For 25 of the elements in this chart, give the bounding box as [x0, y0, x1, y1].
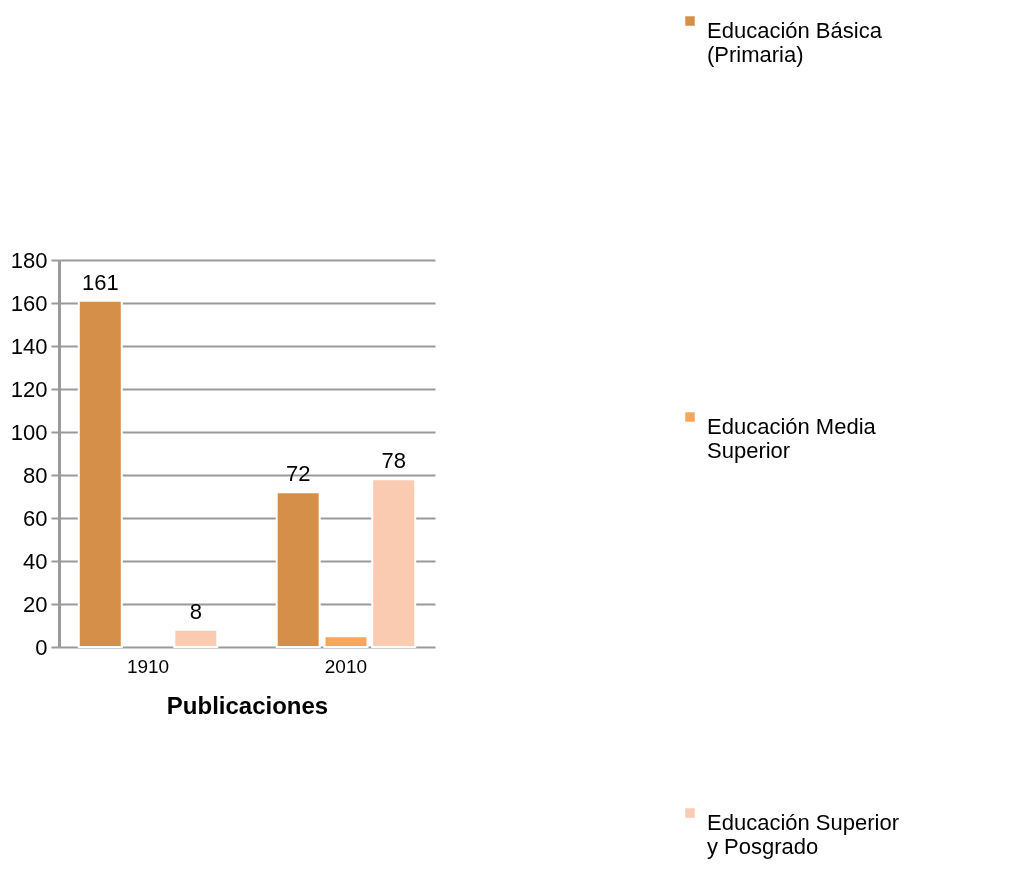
data-label: 8: [189, 598, 202, 624]
bar: [77, 299, 123, 648]
data-label: 72: [285, 461, 311, 487]
y-tick-label: 180: [10, 247, 48, 273]
data-label: 161: [81, 269, 119, 295]
y-tick-label: 160: [10, 290, 48, 316]
y-tick-label: 20: [23, 591, 48, 617]
y-tick-label: 60: [23, 505, 48, 531]
bar: [173, 628, 219, 648]
bar: [371, 478, 417, 648]
legend-label: Educación Superior y Posgrado: [707, 810, 900, 859]
y-tick-label: 140: [10, 333, 48, 359]
y-tick-label: 80: [23, 462, 48, 488]
bar: [275, 491, 321, 648]
x-tick-label: 2010: [324, 655, 368, 677]
x-axis-title: Publicaciones: [166, 691, 329, 719]
legend-label: Educación Básica (Primaria): [707, 18, 883, 67]
x-tick-label: 1910: [126, 655, 170, 677]
y-tick-label: 0: [35, 634, 48, 660]
bar: [323, 635, 369, 648]
y-tick-label: 120: [10, 376, 48, 402]
legend-label: Educación Media Superior: [707, 414, 877, 463]
y-tick-label: 40: [23, 548, 48, 574]
y-tick-label: 100: [10, 419, 48, 445]
data-label: 78: [381, 448, 406, 474]
